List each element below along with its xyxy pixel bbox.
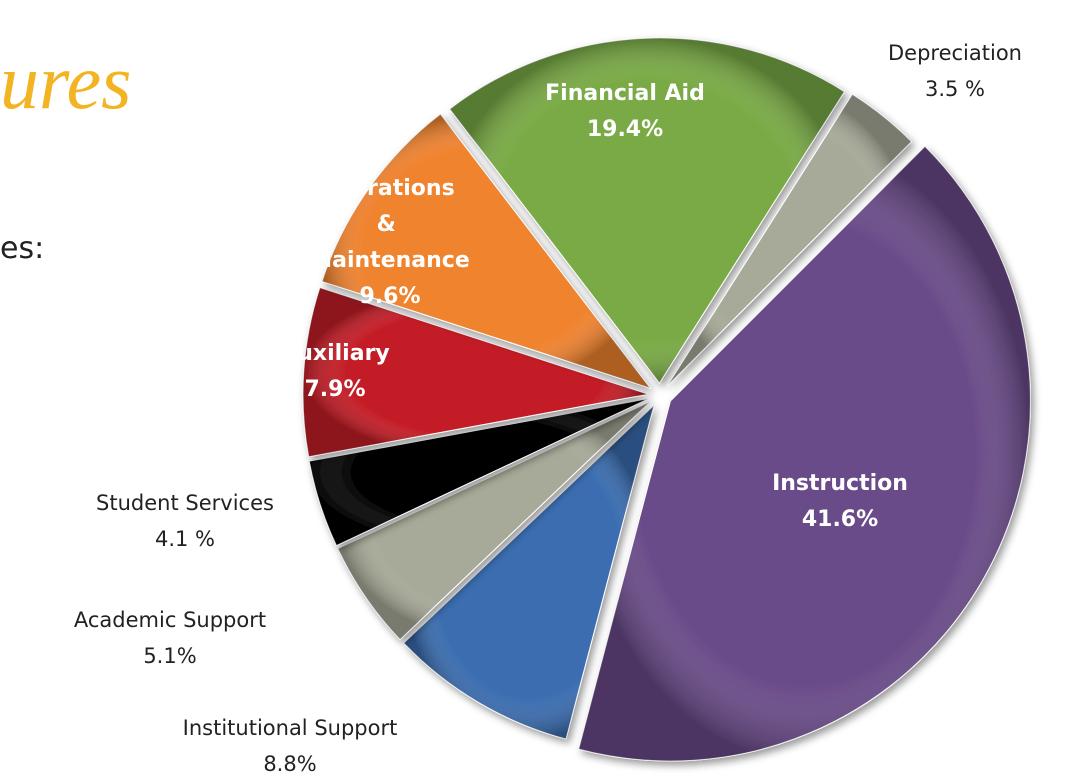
value-label: 9.6% [359, 284, 420, 309]
category-label: Operations & Maintenance [310, 176, 470, 273]
category-label: Academic Support [74, 608, 266, 632]
value-label: 19.4% [587, 117, 663, 142]
chart-title: ures [0, 38, 131, 125]
value-label: 8.8% [263, 752, 316, 776]
value-label: 7.9% [304, 377, 365, 402]
pie [302, 37, 1031, 762]
labels: Instruction 41.6% Institutional Support 8.8… [74, 41, 1022, 776]
category-label: Institutional Support [183, 716, 398, 740]
value-label: 5.1% [143, 644, 196, 668]
value-label: 41.6% [802, 507, 878, 532]
category-label: Financial Aid [545, 81, 705, 106]
value-label: 3.5 % [925, 77, 985, 101]
subtitle: es: [0, 231, 44, 266]
category-label: Student Services [96, 491, 274, 515]
value-label: 4.1 % [155, 527, 215, 551]
category-label: Instruction [772, 471, 908, 496]
category-label: Depreciation [888, 41, 1022, 65]
category-label: Auxiliary [280, 341, 390, 366]
